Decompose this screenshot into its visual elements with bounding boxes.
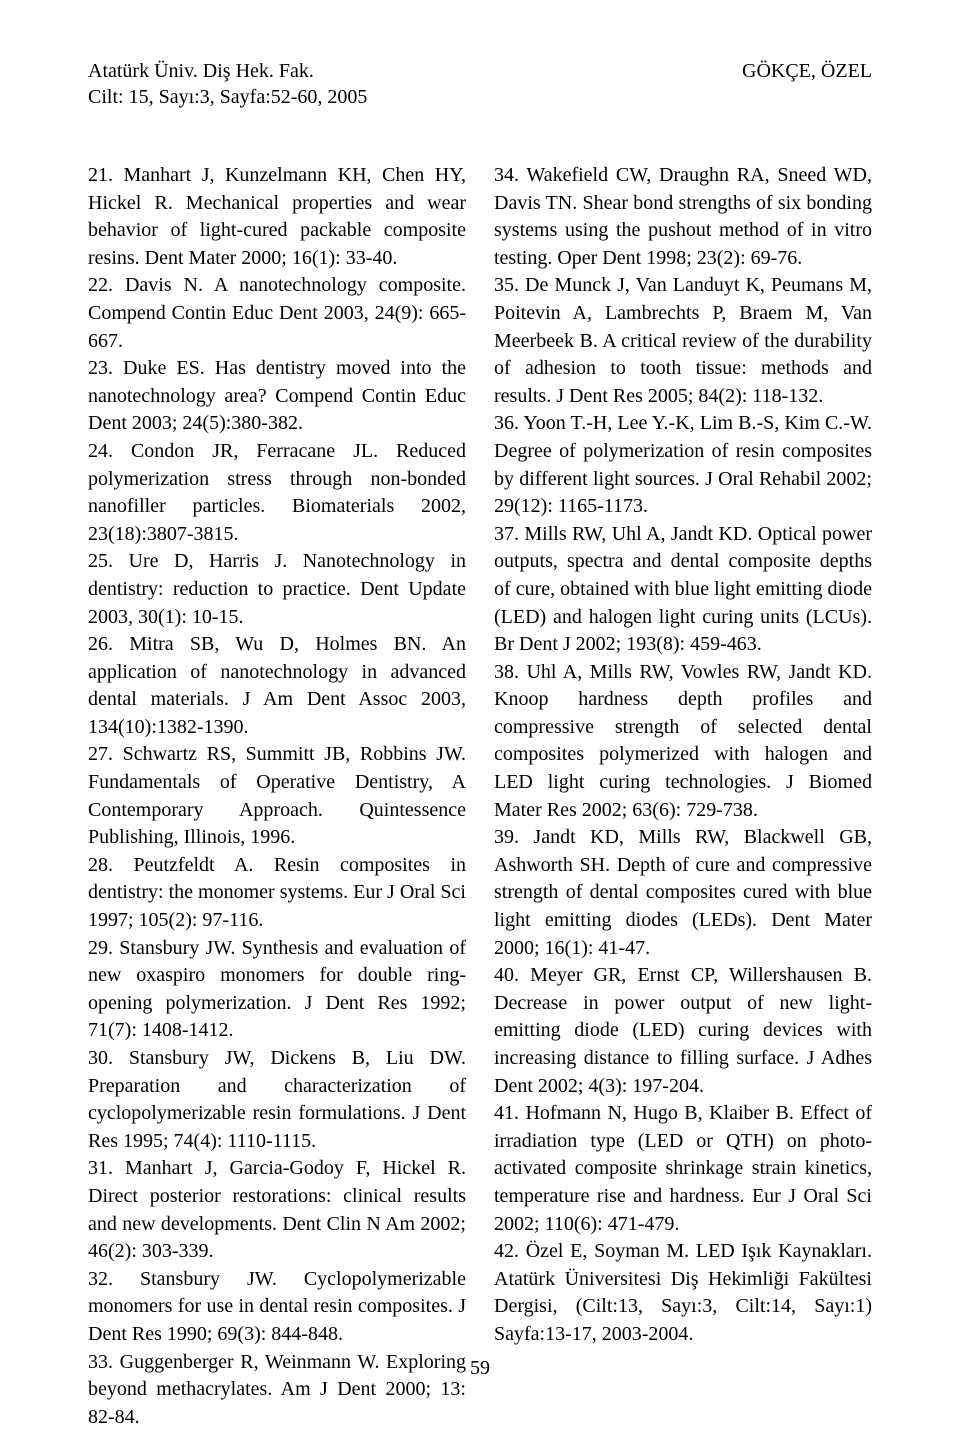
page-number: 59	[0, 1357, 960, 1380]
reference-item: 25. Ure D, Harris J. Nanotechnology in d…	[88, 548, 466, 631]
reference-columns: 21. Manhart J, Kunzelmann KH, Chen HY, H…	[88, 162, 872, 1431]
header-left: Atatürk Üniv. Diş Hek. Fak. Cilt: 15, Sa…	[88, 58, 367, 110]
reference-item: 22. Davis N. A nanotechnology composite.…	[88, 272, 466, 355]
header-right: GÖKÇE, ÖZEL	[742, 58, 872, 110]
reference-item: 38. Uhl A, Mills RW, Vowles RW, Jandt KD…	[494, 659, 872, 825]
reference-item: 26. Mitra SB, Wu D, Holmes BN. An applic…	[88, 631, 466, 741]
reference-item: 24. Condon JR, Ferracane JL. Reduced pol…	[88, 438, 466, 548]
reference-item: 42. Özel E, Soyman M. LED Işık Kaynaklar…	[494, 1238, 872, 1348]
reference-item: 34. Wakefield CW, Draughn RA, Sneed WD, …	[494, 162, 872, 272]
reference-item: 29. Stansbury JW. Synthesis and evaluati…	[88, 935, 466, 1045]
reference-item: 37. Mills RW, Uhl A, Jandt KD. Optical p…	[494, 521, 872, 659]
reference-item: 28. Peutzfeldt A. Resin composites in de…	[88, 852, 466, 935]
page: Atatürk Üniv. Diş Hek. Fak. Cilt: 15, Sa…	[0, 0, 960, 1422]
page-header: Atatürk Üniv. Diş Hek. Fak. Cilt: 15, Sa…	[88, 58, 872, 110]
journal-title: Atatürk Üniv. Diş Hek. Fak.	[88, 58, 367, 84]
reference-item: 35. De Munck J, Van Landuyt K, Peumans M…	[494, 272, 872, 410]
reference-item: 30. Stansbury JW, Dickens B, Liu DW. Pre…	[88, 1045, 466, 1155]
reference-item: 36. Yoon T.-H, Lee Y.-K, Lim B.-S, Kim C…	[494, 410, 872, 520]
reference-item: 21. Manhart J, Kunzelmann KH, Chen HY, H…	[88, 162, 466, 272]
reference-item: 23. Duke ES. Has dentistry moved into th…	[88, 355, 466, 438]
reference-item: 40. Meyer GR, Ernst CP, Willershausen B.…	[494, 962, 872, 1100]
reference-item: 31. Manhart J, Garcia-Godoy F, Hickel R.…	[88, 1155, 466, 1265]
right-column: 34. Wakefield CW, Draughn RA, Sneed WD, …	[494, 162, 872, 1431]
reference-item: 41. Hofmann N, Hugo B, Klaiber B. Effect…	[494, 1100, 872, 1238]
left-column: 21. Manhart J, Kunzelmann KH, Chen HY, H…	[88, 162, 466, 1431]
reference-item: 27. Schwartz RS, Summitt JB, Robbins JW.…	[88, 741, 466, 851]
reference-item: 32. Stansbury JW. Cyclopolymerizable mon…	[88, 1266, 466, 1349]
reference-item: 39. Jandt KD, Mills RW, Blackwell GB, As…	[494, 824, 872, 962]
authors: GÖKÇE, ÖZEL	[742, 58, 872, 84]
issue-info: Cilt: 15, Sayı:3, Sayfa:52-60, 2005	[88, 84, 367, 110]
